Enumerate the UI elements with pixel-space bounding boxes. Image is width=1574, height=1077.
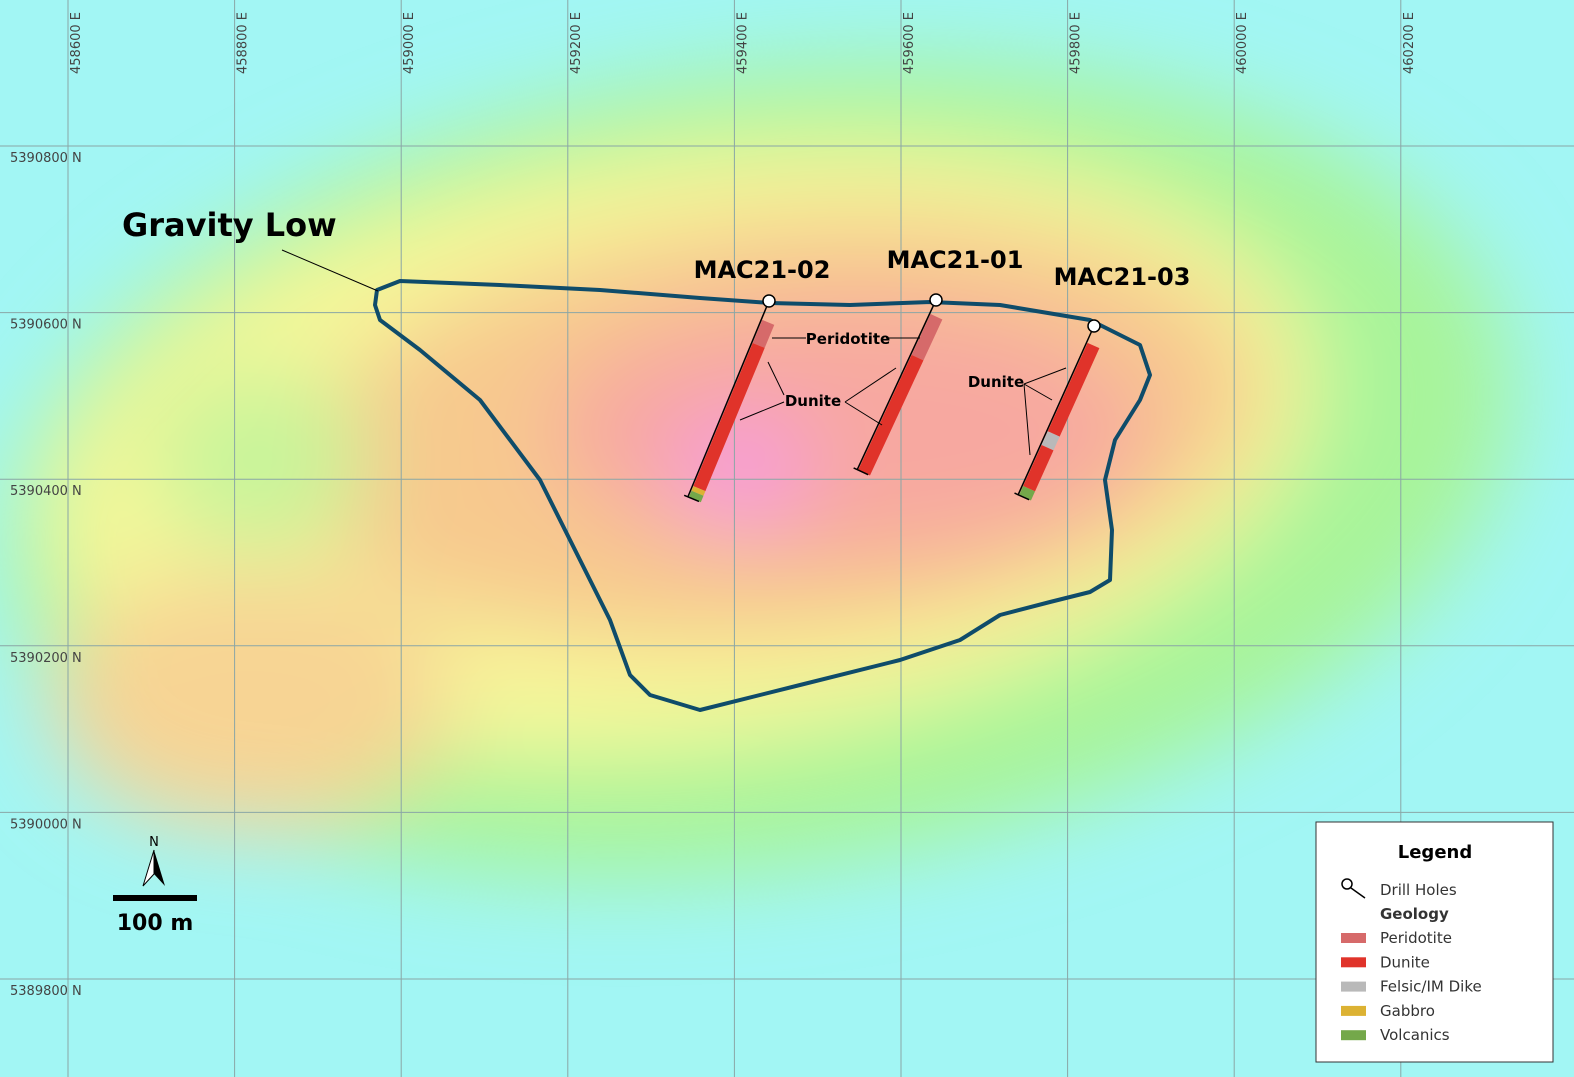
easting-label: 459400 E	[735, 12, 750, 74]
northing-label: 5390600 N	[10, 318, 82, 333]
drill-hole	[683, 300, 775, 503]
northing-label: 5389800 N	[10, 984, 82, 999]
north-arrow: N	[142, 835, 165, 887]
hole-trace	[856, 299, 937, 470]
north-label: N	[149, 835, 159, 850]
easting-label: 459000 E	[402, 12, 417, 74]
leader-lines	[739, 337, 1067, 456]
legend: Legend Drill Holes Geology Peridotite Dun…	[1315, 821, 1554, 1063]
hole-label: MAC21-01	[887, 246, 1024, 274]
hole-segment	[752, 319, 775, 348]
leader-line	[281, 249, 379, 292]
hole-segment	[691, 486, 706, 496]
scale-bar	[113, 895, 197, 901]
collar	[762, 294, 776, 308]
easting-label: 459800 E	[1069, 12, 1084, 74]
hole-segment	[911, 314, 943, 361]
hole-trace	[687, 300, 770, 498]
annotation: Gravity Low	[122, 206, 337, 244]
easting-label: 460200 E	[1402, 12, 1417, 74]
hole-end	[1014, 492, 1030, 501]
easting-label: 459200 E	[569, 12, 584, 74]
legend-swatch	[1341, 957, 1366, 968]
collar	[1087, 319, 1101, 333]
legend-swatch	[1341, 1030, 1366, 1041]
legend-icon	[1341, 878, 1353, 890]
legend-label: Felsic/IM Dike	[1380, 978, 1482, 996]
drill-hole	[1014, 325, 1100, 501]
drill-holes: MAC21-02 MAC21-01 MAC21-03	[683, 246, 1191, 503]
legend-label: Volcanics	[1380, 1026, 1450, 1044]
hole-segment	[1023, 444, 1054, 492]
annotation: Dunite	[968, 373, 1024, 391]
easting-label: 460000 E	[1235, 12, 1250, 74]
northing-label: 5390000 N	[10, 817, 82, 832]
legend-title: Legend	[1398, 842, 1472, 863]
legend-heading: Geology	[1380, 905, 1449, 923]
hole-end	[853, 467, 869, 476]
hole-segment	[688, 490, 704, 503]
northing-label: 5390200 N	[10, 651, 82, 666]
scale-label: 100 m	[117, 911, 194, 936]
easting-label: 458800 E	[236, 12, 251, 74]
hole-segment	[1041, 431, 1060, 451]
legend-label: Peridotite	[1380, 929, 1452, 947]
legend-swatch	[1341, 981, 1366, 992]
hole-trace	[1017, 325, 1095, 496]
northing-label: 5390800 N	[10, 151, 82, 166]
northing-label: 5390400 N	[10, 484, 82, 499]
collar	[929, 293, 943, 307]
annotation: Peridotite	[806, 330, 890, 348]
legend-label: Drill Holes	[1380, 881, 1457, 899]
legend-swatch	[1341, 933, 1366, 943]
legend-label: Gabbro	[1380, 1002, 1435, 1020]
hole-segment	[693, 342, 765, 492]
hole-label: MAC21-03	[1054, 263, 1191, 291]
easting-label: 458600 E	[69, 12, 84, 74]
legend-swatch	[1341, 1005, 1366, 1016]
hole-label: MAC21-02	[694, 256, 831, 284]
hole-end	[683, 494, 700, 503]
legend-label: Dunite	[1380, 953, 1430, 971]
easting-label: 459600 E	[902, 12, 917, 74]
drill-hole	[853, 299, 943, 476]
legend-icon	[1350, 887, 1366, 899]
hole-segment	[1047, 342, 1100, 437]
annotation: Dunite	[785, 392, 841, 410]
hole-segment	[858, 354, 924, 476]
gravity-low-outline	[373, 279, 1152, 712]
